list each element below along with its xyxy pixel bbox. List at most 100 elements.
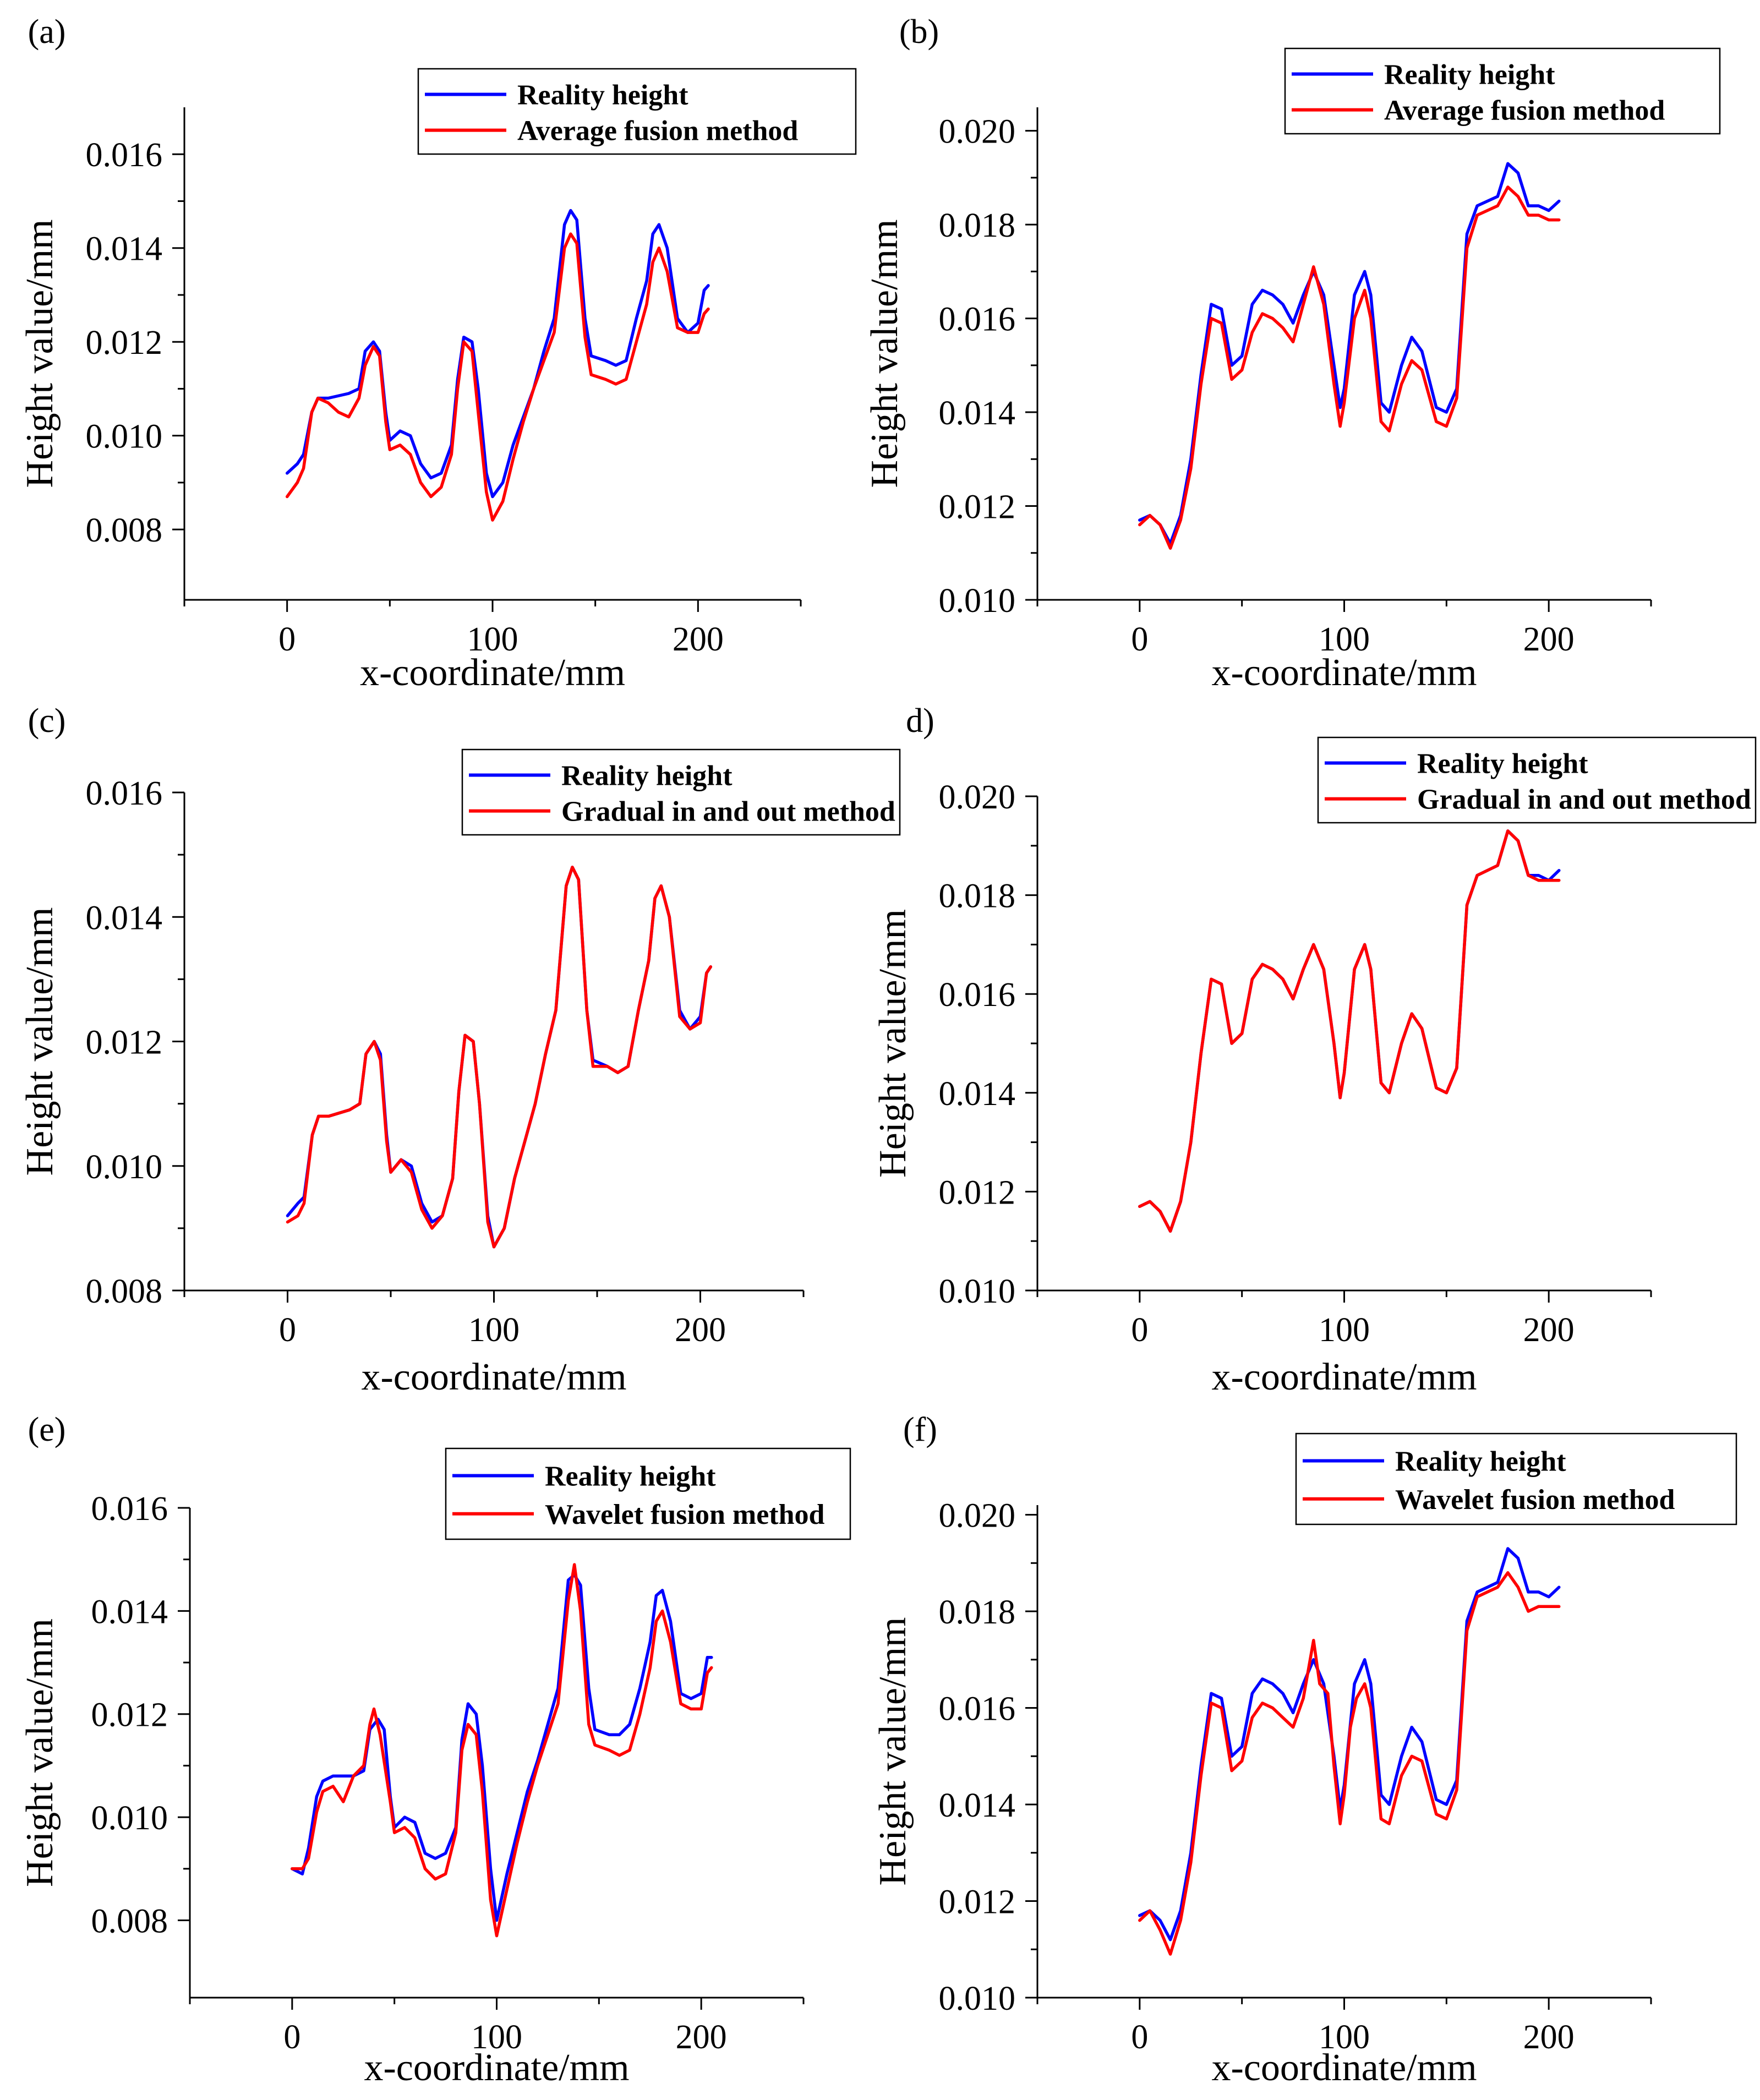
y-axis-title: Height value/mm — [19, 1618, 61, 1887]
legend-label: Gradual in and out method — [1417, 784, 1751, 816]
panel-label: (a) — [28, 13, 66, 51]
series-line — [291, 1563, 713, 1938]
series-line — [286, 866, 713, 1249]
x-tick-label: 100 — [467, 621, 518, 658]
x-tick-label: 200 — [1523, 1311, 1575, 1349]
x-tick-label: 200 — [1523, 621, 1575, 658]
legend-label: Average fusion method — [1384, 95, 1665, 127]
series-line — [291, 1573, 713, 1922]
legend-box — [461, 748, 901, 836]
y-tick-label: 0.016 — [939, 301, 1016, 338]
series-line — [286, 866, 713, 1249]
x-tick-label: 200 — [675, 1311, 726, 1349]
x-tick-label: 100 — [471, 2019, 522, 2056]
series-line — [1138, 1571, 1561, 1956]
y-tick-label: 0.014 — [86, 899, 163, 937]
x-tick-label: 200 — [676, 2019, 727, 2056]
y-tick-label: 0.008 — [91, 1902, 168, 1940]
y-tick-label: 0.010 — [939, 582, 1016, 620]
x-tick-label: 0 — [278, 621, 296, 658]
y-tick-label: 0.012 — [939, 1884, 1016, 1921]
y-tick-label: 0.020 — [939, 113, 1016, 151]
y-tick-label: 0.010 — [939, 1980, 1016, 2017]
x-tick-label: 200 — [1523, 2019, 1575, 2056]
panel-label: (f) — [903, 1411, 937, 1448]
y-axis-title: Height value/mm — [872, 1617, 914, 1886]
chart-panel: d) 0 100 200 0.010 0.012 0.014 0.016 0.018 0.020 x… — [872, 702, 1757, 1398]
legend-label: Reality height — [561, 761, 733, 792]
x-axis-title: x-coordinate/mm — [1211, 652, 1477, 694]
y-tick-label: 0.008 — [86, 512, 163, 549]
y-axis-title: Height value/mm — [863, 220, 906, 488]
y-tick-label: 0.016 — [939, 1691, 1016, 1728]
x-tick-label: 0 — [1131, 2019, 1148, 2056]
y-tick-label: 0.016 — [86, 775, 163, 812]
x-axis-title: x-coordinate/mm — [360, 652, 625, 694]
y-tick-label: 0.014 — [91, 1593, 168, 1631]
series-line — [285, 232, 710, 522]
y-tick-label: 0.014 — [86, 231, 163, 268]
y-tick-label: 0.014 — [939, 1787, 1016, 1824]
y-tick-label: 0.010 — [91, 1800, 168, 1837]
y-tick-label: 0.016 — [91, 1490, 168, 1528]
y-tick-label: 0.018 — [939, 1594, 1016, 1631]
y-tick-label: 0.012 — [86, 324, 163, 362]
x-tick-label: 100 — [1319, 1311, 1370, 1349]
legend-label: Reality height — [1395, 1446, 1566, 1478]
x-tick-label: 0 — [1131, 621, 1148, 658]
legend-box — [1317, 736, 1757, 824]
series-line — [1138, 185, 1561, 550]
panel-label: (c) — [28, 702, 66, 740]
y-tick-label: 0.012 — [939, 1174, 1016, 1211]
x-axis-title: x-coordinate/mm — [1211, 1356, 1477, 1398]
legend-label: Reality height — [545, 1461, 716, 1492]
x-tick-label: 0 — [283, 2019, 300, 2056]
y-tick-label: 0.014 — [939, 395, 1016, 432]
y-tick-label: 0.016 — [939, 976, 1016, 1014]
x-tick-label: 100 — [468, 1311, 520, 1349]
x-tick-label: 100 — [1319, 621, 1370, 658]
chart-panel: (b) 0 100 200 0.010 0.012 0.014 0.016 0.018 0.020… — [863, 13, 1721, 694]
legend-label: Reality height — [1417, 748, 1588, 780]
chart-panel: (a) 0 100 200 0.008 0.010 0.012 0.014 0.016 x-coo… — [19, 13, 857, 694]
legend-label: Reality height — [517, 80, 688, 111]
y-tick-label: 0.010 — [86, 1149, 163, 1186]
series-line — [1138, 829, 1561, 1233]
y-axis-title: Height value/mm — [872, 909, 914, 1178]
y-tick-label: 0.012 — [91, 1697, 168, 1734]
x-axis-title: x-coordinate/mm — [1211, 2047, 1477, 2089]
panel-label: (b) — [899, 13, 939, 51]
x-tick-label: 200 — [673, 621, 724, 658]
legend-label: Wavelet fusion method — [545, 1499, 825, 1530]
legend-label: Reality height — [1384, 59, 1555, 91]
y-tick-label: 0.016 — [86, 136, 163, 174]
legend-label: Gradual in and out method — [561, 796, 895, 828]
y-tick-label: 0.018 — [939, 207, 1016, 244]
legend-label: Average fusion method — [517, 116, 798, 147]
y-tick-label: 0.012 — [86, 1024, 163, 1062]
legend-box — [417, 68, 857, 155]
y-axis-title: Height value/mm — [19, 220, 61, 488]
series-line — [1138, 162, 1561, 545]
chart-panel: (e) 0 100 200 0.008 0.010 0.012 0.014 0.016 x-coo… — [19, 1411, 851, 2089]
panel-label: d) — [906, 702, 934, 740]
y-tick-label: 0.014 — [939, 1075, 1016, 1113]
legend-box — [1295, 1432, 1737, 1525]
chart-panel: (f) 0 100 200 0.010 0.012 0.014 0.016 0.018 0.020… — [872, 1411, 1737, 2089]
y-tick-label: 0.010 — [939, 1273, 1016, 1310]
legend-label: Wavelet fusion method — [1395, 1484, 1675, 1516]
x-axis-title: x-coordinate/mm — [364, 2047, 629, 2089]
series-line — [285, 209, 710, 499]
x-tick-label: 0 — [1131, 1311, 1148, 1349]
y-tick-label: 0.012 — [939, 489, 1016, 526]
y-tick-label: 0.010 — [86, 418, 163, 456]
x-tick-label: 0 — [279, 1311, 296, 1349]
y-tick-label: 0.018 — [939, 878, 1016, 915]
panel-label: (e) — [28, 1411, 66, 1448]
y-axis-title: Height value/mm — [19, 907, 61, 1176]
x-tick-label: 100 — [1319, 2019, 1370, 2056]
chart-panel: (c) 0 100 200 0.008 0.010 0.012 0.014 0.016 x-coo… — [19, 702, 901, 1398]
legend-box — [1284, 47, 1721, 135]
y-tick-label: 0.020 — [939, 779, 1016, 816]
